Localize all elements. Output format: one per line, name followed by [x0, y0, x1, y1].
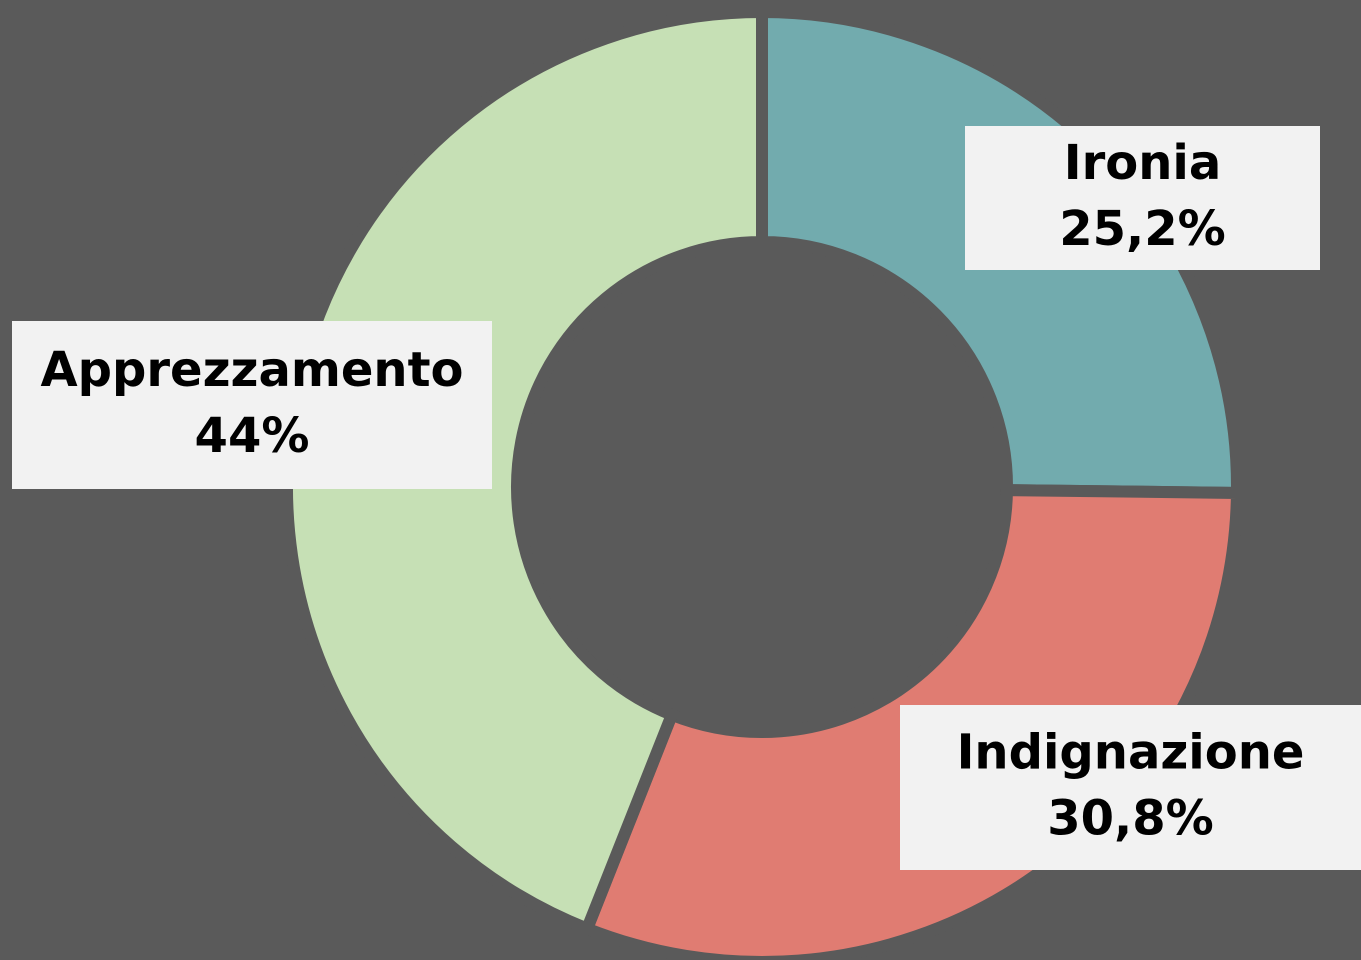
slice-value-label: 44% [195, 408, 310, 464]
donut-slice [281, 5, 768, 937]
label-box [900, 705, 1361, 870]
slice-value-label: 25,2% [1059, 201, 1226, 257]
slice-label: Apprezzamento [40, 342, 463, 398]
label-box [965, 126, 1320, 270]
slice-label: Indignazione [957, 725, 1305, 781]
slice-label: Ironia [1064, 135, 1222, 191]
label-box [12, 321, 492, 489]
slice-value-label: 30,8% [1047, 791, 1214, 847]
